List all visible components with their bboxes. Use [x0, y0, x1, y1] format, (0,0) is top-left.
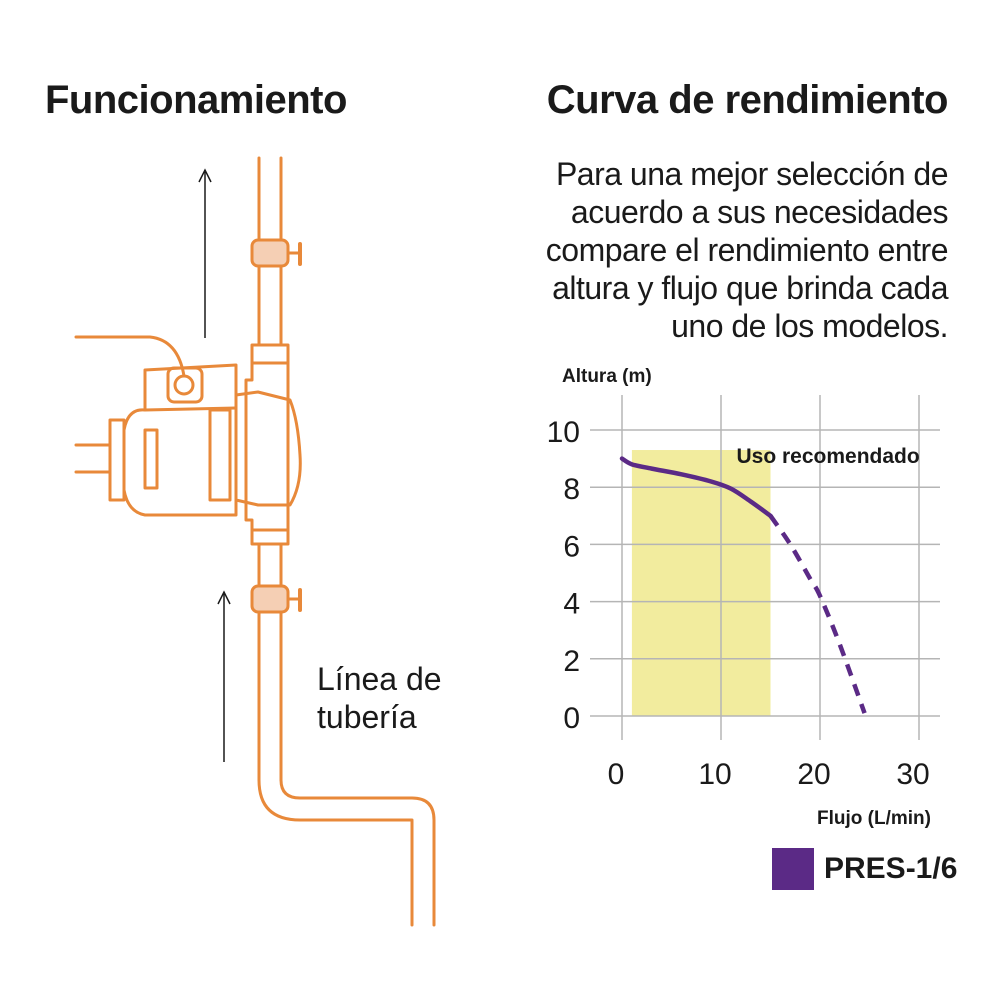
pump-volute [244, 361, 290, 532]
x-tick-label: 30 [896, 758, 929, 791]
chart-legend: PRES-1/6 [772, 848, 957, 890]
cable-gland [166, 366, 204, 404]
legend-label: PRES-1/6 [824, 852, 958, 885]
intro-line: compare el rendimiento entre [545, 232, 949, 268]
pump-head [234, 390, 302, 507]
annotation-label: Uso recomendado [737, 445, 920, 468]
pipe-label-line: Línea de [317, 661, 442, 697]
curve-pres-1-6-dashed [768, 514, 867, 714]
curve-pres-1-6-solid [619, 456, 773, 519]
y-tick-label: 2 [563, 645, 580, 678]
section-title-curva: Curva de rendimiento [546, 78, 949, 122]
y-tick-label: 0 [563, 702, 580, 735]
section-title-funcionamiento: Funcionamiento [45, 78, 347, 122]
pipe-label-line: tubería [317, 699, 417, 735]
pipe-line-label: Línea de tubería [317, 660, 442, 736]
power-cable [74, 335, 186, 378]
y-axis-label: Altura (m) [562, 366, 652, 387]
x-tick-label: 0 [608, 758, 625, 791]
lower-coupling [250, 528, 290, 546]
motor-vent [143, 428, 159, 490]
y-tick-label: 6 [563, 530, 580, 563]
x-tick-label: 10 [698, 758, 731, 791]
intro-line: Para una mejor selección de [555, 156, 949, 192]
pipe-bend-inner [257, 778, 414, 927]
legend-swatch-pres-1-6 [772, 848, 814, 890]
x-axis-label: Flujo (L/min) [817, 808, 931, 829]
pipe-bend-outer [279, 778, 436, 927]
pump-illustration [74, 156, 436, 927]
x-tick-label: 20 [797, 758, 830, 791]
intro-line: acuerdo a sus necesidades [570, 194, 949, 230]
recommended-zone [631, 450, 771, 716]
motor-flange [208, 408, 232, 502]
intro-line: uno de los modelos. [671, 308, 948, 344]
y-tick-label: 4 [563, 588, 580, 621]
intro-line: altura y flujo que brinda cada [552, 270, 948, 306]
y-tick-label: 8 [563, 473, 580, 506]
intro-paragraph: Para una mejor selección de acuerdo a su… [508, 155, 949, 345]
y-tick-label: 10 [547, 416, 580, 449]
